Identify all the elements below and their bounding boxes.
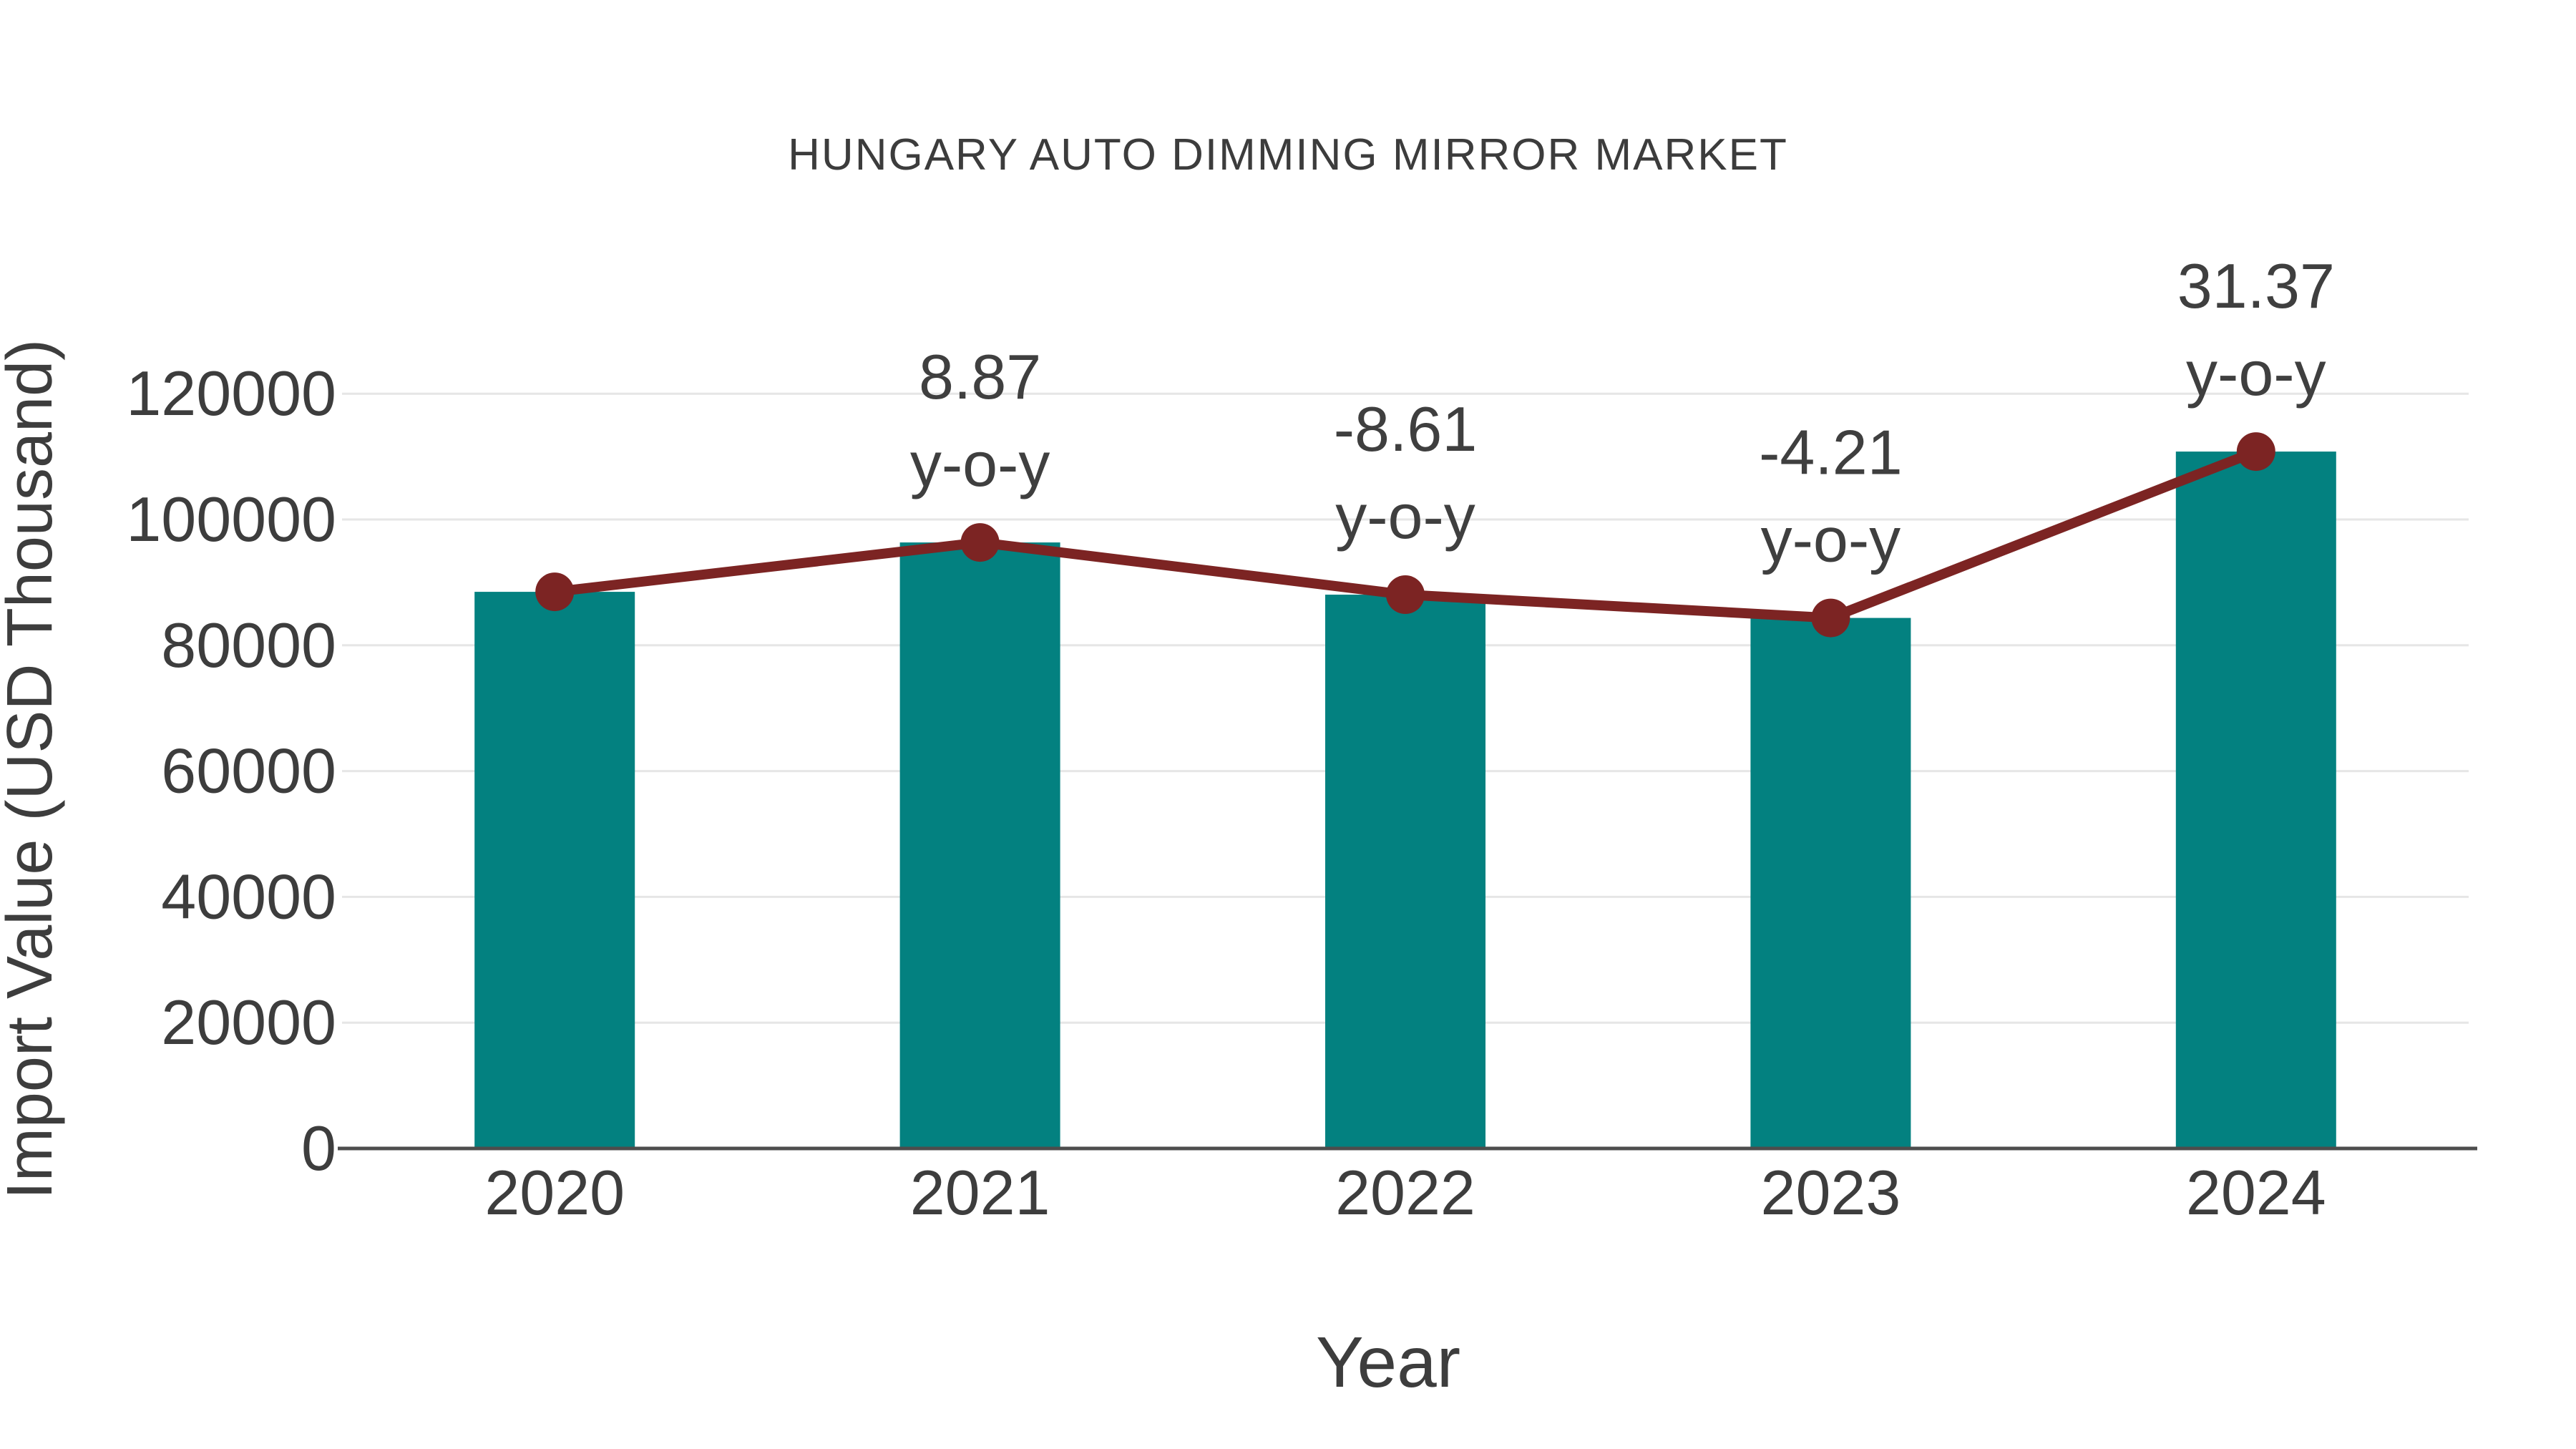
marker-2023[interactable] bbox=[1811, 598, 1850, 638]
x-tick-label-2022: 2022 bbox=[1335, 1157, 1475, 1228]
marker-2021[interactable] bbox=[960, 523, 1000, 562]
annotation-2022-value: -8.61 bbox=[1334, 394, 1478, 464]
annotation-2022-label: y-o-y bbox=[1335, 481, 1475, 552]
annotation-2021-label: y-o-y bbox=[910, 429, 1050, 499]
annotation-2024-value: 31.37 bbox=[2177, 250, 2335, 321]
annotation-2023-label: y-o-y bbox=[1761, 504, 1901, 575]
x-axis-title: Year bbox=[1316, 1322, 1460, 1402]
y-tick-label-20000: 20000 bbox=[161, 987, 336, 1058]
x-tick-label-2023: 2023 bbox=[1761, 1157, 1901, 1228]
annotation-2023-value: -4.21 bbox=[1759, 417, 1903, 488]
bar-2021[interactable] bbox=[899, 542, 1060, 1148]
bar-2022[interactable] bbox=[1325, 595, 1485, 1148]
x-tick-label-2021: 2021 bbox=[910, 1157, 1050, 1228]
annotation-2024-label: y-o-y bbox=[2186, 338, 2326, 409]
y-tick-label-40000: 40000 bbox=[161, 861, 336, 932]
y-tick-label-120000: 120000 bbox=[126, 358, 336, 429]
y-tick-label-100000: 100000 bbox=[126, 484, 336, 555]
x-tick-label-2020: 2020 bbox=[484, 1157, 625, 1228]
marker-2024[interactable] bbox=[2236, 432, 2275, 472]
y-tick-labels-group: 0 20000 40000 60000 80000 100000 120000 bbox=[126, 358, 336, 1184]
y-axis-title: Import Value (USD Thousand) bbox=[0, 339, 66, 1199]
annotations-group: 8.87 y-o-y -8.61 y-o-y -4.21 y-o-y 31.37 y-o-y bbox=[910, 250, 2335, 575]
bar-2023[interactable] bbox=[1750, 618, 1911, 1148]
x-tick-labels-group: 2020 2021 2022 2023 2024 bbox=[484, 1157, 2326, 1228]
bars-group bbox=[474, 452, 2336, 1148]
y-tick-label-60000: 60000 bbox=[161, 736, 336, 806]
y-tick-label-80000: 80000 bbox=[161, 610, 336, 680]
x-tick-label-2024: 2024 bbox=[2186, 1157, 2326, 1228]
bar-2020[interactable] bbox=[474, 592, 635, 1148]
annotation-2021-value: 8.87 bbox=[919, 341, 1041, 412]
marker-2022[interactable] bbox=[1386, 575, 1425, 615]
bar-2024[interactable] bbox=[2175, 452, 2336, 1148]
y-tick-label-0: 0 bbox=[301, 1113, 336, 1184]
marker-2020[interactable] bbox=[535, 572, 575, 612]
line-markers-group bbox=[535, 432, 2275, 638]
chart-title: HUNGARY AUTO DIMMING MIRROR MARKET bbox=[788, 130, 1788, 180]
